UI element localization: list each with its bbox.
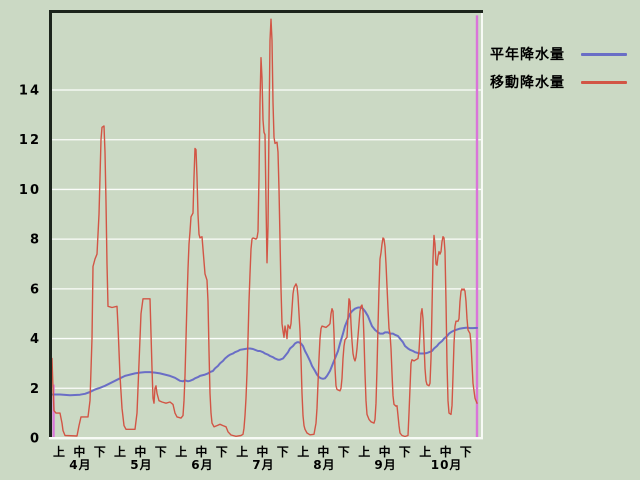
- x-tick-label: 上: [419, 444, 431, 459]
- legend-label-normal: 平年降水量: [490, 47, 565, 63]
- x-tick-label: 中: [195, 444, 207, 459]
- x-tick-label: 中: [134, 444, 146, 459]
- moving-precipitation-line: [51, 18, 478, 438]
- x-tick-label: 下: [94, 445, 106, 459]
- x-tick-label: 中: [379, 444, 391, 459]
- x-tick-label: 下: [277, 445, 289, 459]
- x-tick-label: 中: [73, 444, 85, 459]
- frame-right: [481, 13, 483, 438]
- legend-label-moving: 移動降水量: [490, 75, 565, 91]
- x-tick-label: 下: [399, 445, 411, 459]
- month-label: 4月: [69, 458, 91, 472]
- x-tick-label: 上: [358, 444, 370, 459]
- y-tick-label: 10: [19, 183, 41, 198]
- month-label: 5月: [130, 458, 152, 472]
- y-tick-label: 2: [30, 382, 41, 397]
- x-tick-label: 中: [440, 444, 452, 459]
- month-label: 6月: [191, 458, 213, 472]
- normal-precipitation-line: [51, 306, 478, 397]
- plot-frame: [49, 10, 483, 440]
- x-tick-label: 上: [114, 444, 126, 459]
- legend-item-normal: 平年降水量: [490, 40, 627, 68]
- month-label: 8月: [313, 458, 335, 472]
- x-tick-label: 下: [155, 445, 167, 459]
- x-tick-label: 下: [216, 445, 228, 459]
- x-tick-label: 上: [53, 444, 65, 459]
- x-tick-label: 上: [297, 444, 309, 459]
- y-tick-label: 4: [30, 332, 41, 347]
- y-tick-label: 14: [19, 84, 41, 99]
- month-label: 7月: [252, 458, 274, 472]
- frame-bottom-zero-line: [49, 437, 483, 440]
- x-tick-label: 下: [460, 445, 472, 459]
- month-label: 9月: [374, 458, 396, 472]
- x-tick-label: 下: [338, 445, 350, 459]
- y-tick-label: 8: [30, 233, 41, 248]
- x-tick-label: 上: [175, 444, 187, 459]
- y-tick-label: 12: [19, 133, 41, 148]
- month-label: 10月: [431, 458, 463, 472]
- legend-line-sample-moving: [581, 80, 627, 84]
- frame-top: [49, 10, 483, 13]
- x-tick-label: 中: [256, 444, 268, 459]
- x-tick-label: 中: [317, 444, 329, 459]
- y-axis-labels: 0 2 4 6 8 10 12 14: [19, 84, 41, 447]
- frame-left: [49, 10, 52, 438]
- legend-line-sample-normal: [581, 52, 627, 56]
- y-tick-label: 0: [30, 432, 41, 447]
- y-tick-label: 6: [30, 282, 41, 297]
- x-tick-label: 上: [236, 444, 248, 459]
- legend: 平年降水量 移動降水量: [490, 40, 627, 96]
- legend-item-moving: 移動降水量: [490, 68, 627, 96]
- x-axis-labels: 上中下上中下上中下上中下上中下上中下上中下4月 5月 6月 7月 8月 9月 10月: [53, 444, 472, 472]
